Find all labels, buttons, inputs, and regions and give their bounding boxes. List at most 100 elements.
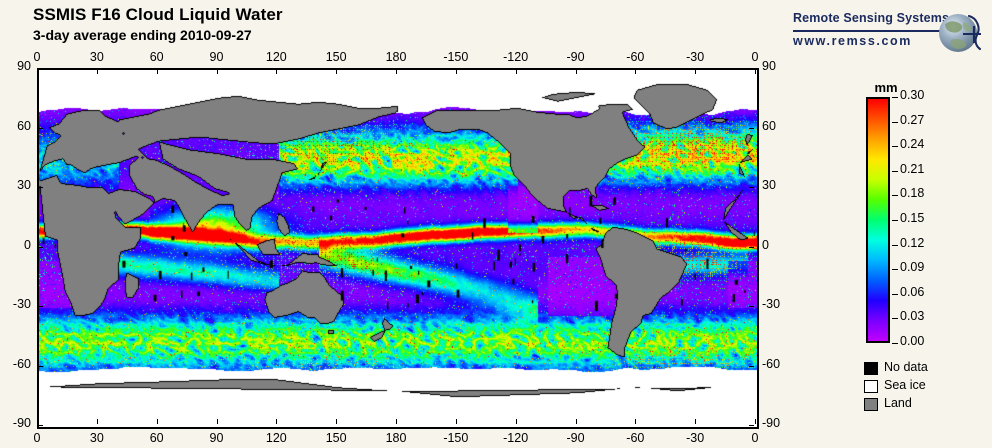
colorbar-tick xyxy=(892,170,898,172)
x-axis-tick xyxy=(37,69,38,74)
x-axis-tick xyxy=(156,419,158,424)
x-axis-label-top: -90 xyxy=(566,50,585,64)
logo-divider xyxy=(793,30,945,32)
x-axis-label-top: -60 xyxy=(626,50,645,64)
colorbar-tick-label: 0.09 xyxy=(900,260,925,275)
colorbar-tick-label: 0.12 xyxy=(900,235,925,250)
logo-org-name: Remote Sensing Systems xyxy=(793,11,950,25)
x-axis-label-top: 30 xyxy=(89,50,104,64)
legend-swatch xyxy=(864,362,878,375)
x-axis-tick xyxy=(455,419,457,424)
x-axis-tick xyxy=(515,69,517,74)
legend-swatch xyxy=(864,380,878,393)
x-axis-tick xyxy=(515,419,517,424)
map-plot-area[interactable] xyxy=(37,68,759,429)
x-axis-tick xyxy=(336,419,338,424)
colorbar-tick xyxy=(892,269,898,271)
x-axis-label-top: 60 xyxy=(149,50,164,64)
colorbar[interactable] xyxy=(866,97,890,343)
cloud-liquid-water-map[interactable] xyxy=(39,70,757,427)
x-axis-label-bot: 30 xyxy=(89,431,104,445)
y-axis-tick xyxy=(38,187,43,188)
y-axis-tick xyxy=(749,187,754,188)
x-axis-label-top: 180 xyxy=(385,50,407,64)
legend-swatch xyxy=(864,398,878,411)
colorbar-tick-label: 0.15 xyxy=(900,211,925,225)
y-axis-label-right: 90 xyxy=(762,59,776,73)
colorbar-tick-label: 0.21 xyxy=(900,161,925,176)
y-axis-tick xyxy=(38,68,43,69)
y-axis-label-left: -60 xyxy=(12,356,31,371)
x-axis-label-top: -150 xyxy=(443,50,469,64)
x-axis-label-bot: 60 xyxy=(149,431,164,445)
remss-logo[interactable]: Remote Sensing Systems www.remss.com xyxy=(793,8,983,64)
y-axis-tick xyxy=(749,306,754,307)
x-axis-label-top: -120 xyxy=(503,50,529,64)
y-axis-tick xyxy=(38,306,43,307)
x-axis-tick xyxy=(276,69,278,74)
x-axis-tick xyxy=(216,419,218,424)
x-axis-label-bot: 150 xyxy=(325,431,347,445)
x-axis-label-top: 0 xyxy=(751,50,759,64)
logo-website: www.remss.com xyxy=(793,34,912,48)
y-axis-tick xyxy=(38,246,43,248)
y-axis-tick xyxy=(38,127,43,129)
colorbar-tick xyxy=(892,195,898,197)
y-axis-label-right: 0 xyxy=(762,237,769,252)
x-axis-tick xyxy=(96,69,98,74)
x-axis-label-top: 150 xyxy=(325,50,347,64)
colorbar-tick-label: 0.18 xyxy=(900,186,925,201)
colorbar-tick xyxy=(892,318,898,320)
y-axis-label-right: 60 xyxy=(762,118,776,133)
page-title: SSMIS F16 Cloud Liquid Water xyxy=(33,5,283,24)
x-axis-label-bot: -30 xyxy=(686,431,705,445)
y-axis-label-left: 90 xyxy=(17,59,31,73)
x-axis-tick xyxy=(396,419,397,424)
x-axis-tick xyxy=(396,69,397,74)
page-subtitle: 3-day average ending 2010-09-27 xyxy=(33,27,252,43)
x-axis-label-top: 90 xyxy=(209,50,224,64)
x-axis-tick xyxy=(575,419,577,424)
x-axis-label-top: -30 xyxy=(686,50,705,64)
x-axis-label-bot: -90 xyxy=(566,431,585,445)
x-axis-tick xyxy=(216,69,218,74)
x-axis-label-bot: 180 xyxy=(385,431,407,445)
colorbar-tick-label: 0.27 xyxy=(900,112,925,127)
colorbar-tick xyxy=(892,220,898,221)
colorbar-tick xyxy=(892,343,898,344)
x-axis-tick xyxy=(156,69,158,74)
y-axis-label-left: -30 xyxy=(12,297,31,311)
y-axis-label-left: 60 xyxy=(17,118,31,133)
y-axis-label-left: -90 xyxy=(12,416,31,430)
x-axis-label-bot: -150 xyxy=(443,431,469,445)
x-axis-label-bot: -60 xyxy=(626,431,645,445)
globe-icon xyxy=(939,14,982,52)
colorbar-tick xyxy=(892,146,898,148)
colorbar-tick xyxy=(892,97,898,98)
y-axis-tick xyxy=(38,365,43,367)
x-axis-tick xyxy=(276,419,278,424)
y-axis-label-right: -90 xyxy=(762,416,781,430)
y-axis-tick xyxy=(749,127,754,129)
x-axis-tick xyxy=(635,419,637,424)
y-axis-label-left: 0 xyxy=(24,237,31,252)
y-axis-tick xyxy=(749,365,754,367)
y-axis-label-right: -30 xyxy=(762,297,781,311)
x-axis-label-top: 0 xyxy=(33,50,41,64)
x-axis-tick xyxy=(96,419,98,424)
x-axis-tick xyxy=(336,69,338,74)
colorbar-unit-label: mm xyxy=(874,80,898,95)
y-axis-tick xyxy=(749,68,754,69)
colorbar-tick-label: 0.06 xyxy=(900,284,925,299)
x-axis-tick xyxy=(575,69,577,74)
x-axis-tick xyxy=(635,69,637,74)
x-axis-tick xyxy=(695,69,697,74)
x-axis-label-bot: 0 xyxy=(33,431,41,445)
colorbar-tick-label: 0.24 xyxy=(900,137,925,152)
x-axis-tick xyxy=(695,419,697,424)
y-axis-tick xyxy=(38,425,43,426)
x-axis-label-top: 120 xyxy=(265,50,287,64)
colorbar-tick-label: 0.03 xyxy=(900,309,925,324)
y-axis-label-left: 30 xyxy=(17,178,31,192)
